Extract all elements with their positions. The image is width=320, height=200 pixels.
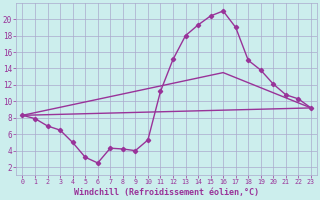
X-axis label: Windchill (Refroidissement éolien,°C): Windchill (Refroidissement éolien,°C) — [74, 188, 259, 197]
